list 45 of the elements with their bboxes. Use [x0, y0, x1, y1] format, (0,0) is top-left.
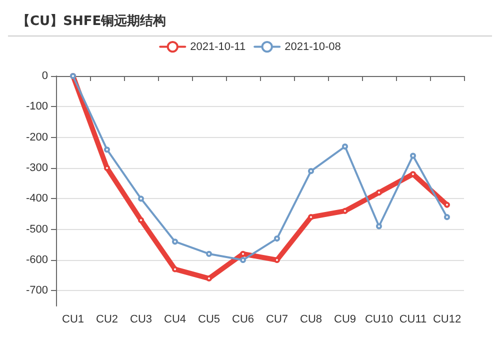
- point: [138, 217, 144, 224]
- point: [274, 236, 280, 242]
- point: [138, 196, 144, 202]
- x-tick-label: CU2: [96, 314, 118, 326]
- y-tick-label: 0: [42, 70, 48, 82]
- point: [240, 257, 246, 263]
- y-tick-label: -400: [26, 192, 48, 205]
- point: [410, 171, 416, 178]
- point: [444, 214, 450, 220]
- legend-label: 2021-10-08: [284, 40, 341, 53]
- point: [308, 214, 314, 220]
- point: [206, 275, 212, 282]
- point: [342, 208, 348, 214]
- point: [376, 223, 382, 230]
- point: [444, 202, 450, 208]
- x-tick-label: CU9: [334, 314, 356, 326]
- x-tick-label: CU3: [130, 314, 152, 326]
- x-tick-label: CU8: [300, 314, 322, 326]
- y-tick-label: -200: [26, 131, 48, 144]
- chart-title: 【CU】SHFE铜远期结构: [17, 13, 166, 29]
- x-tick-label: CU10: [364, 314, 394, 326]
- point: [240, 250, 246, 257]
- point: [104, 146, 110, 153]
- y-tick-label: -700: [26, 284, 48, 297]
- point: [410, 152, 416, 159]
- point: [206, 250, 212, 257]
- y-tick-label: -600: [26, 254, 48, 266]
- point: [172, 238, 178, 245]
- x-tick-label: CU12: [432, 314, 462, 326]
- point: [104, 165, 110, 171]
- point: [308, 168, 314, 174]
- x-tick-label: CU1: [62, 314, 84, 326]
- x-tick-label: CU4: [164, 314, 186, 326]
- point: [342, 144, 348, 150]
- y-tick-label: -500: [26, 223, 48, 236]
- legend-label: 2021-10-11: [190, 40, 246, 53]
- x-tick-label: CU7: [266, 314, 288, 326]
- x-tick-label: CU5: [198, 314, 220, 326]
- y-tick-label: -100: [26, 100, 48, 113]
- y-tick-label: -300: [26, 162, 48, 174]
- x-tick-label: CU11: [399, 314, 427, 326]
- point: [172, 266, 178, 272]
- x-tick-label: CU6: [232, 314, 254, 326]
- point: [274, 257, 280, 263]
- point: [376, 190, 382, 196]
